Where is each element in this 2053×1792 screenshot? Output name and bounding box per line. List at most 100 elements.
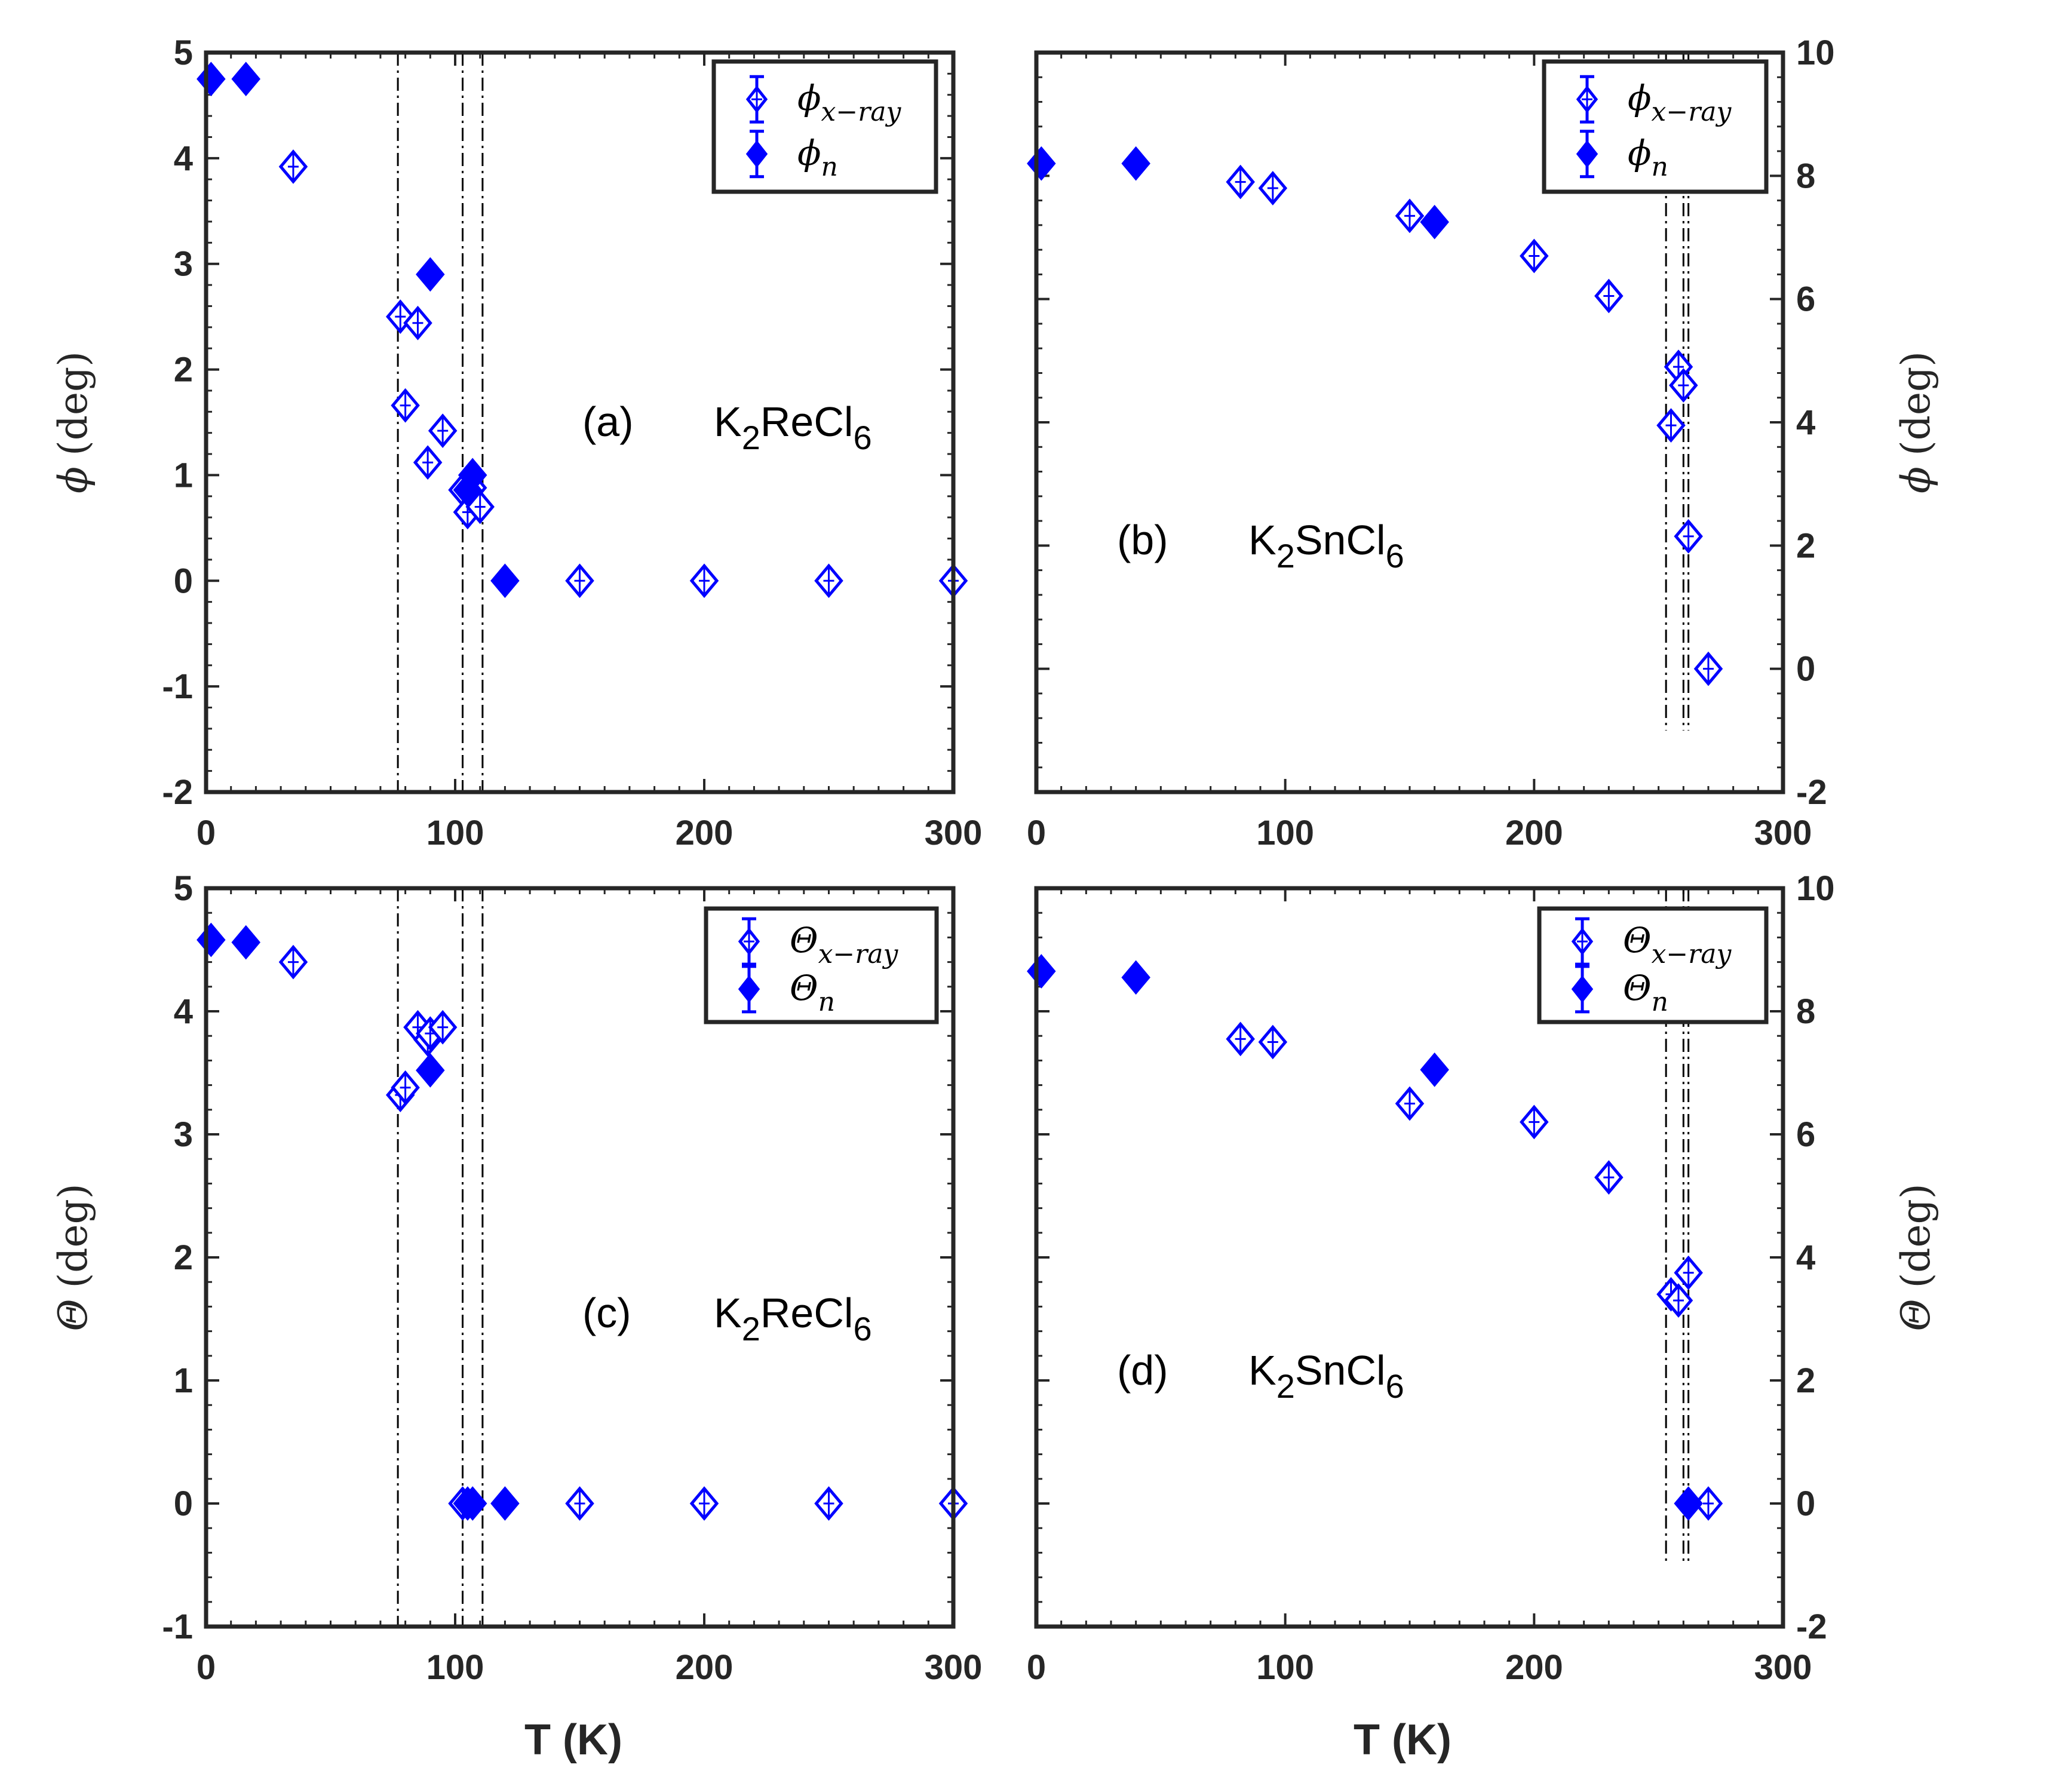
formula-subscript: 6 xyxy=(853,1310,871,1348)
data-point-filled xyxy=(197,62,226,97)
panel-label: (a) xyxy=(582,398,634,445)
y-tick-label: 2 xyxy=(174,1238,193,1277)
x-tick-label: 0 xyxy=(1027,1648,1046,1687)
panel-label: (c) xyxy=(582,1290,631,1336)
plot-frame xyxy=(1034,50,1785,794)
legend-entry: ϕn xyxy=(797,133,838,182)
y-tick-label: 6 xyxy=(1796,280,1815,319)
formula-part: SnCl xyxy=(1295,517,1386,563)
data-point-filled xyxy=(458,1486,487,1521)
y-tick-label: 2 xyxy=(1796,1361,1815,1400)
legend-box xyxy=(1537,906,1769,1024)
legend-marker xyxy=(745,140,768,168)
data-point-filled xyxy=(490,563,520,599)
y-tick-label: 2 xyxy=(174,351,193,389)
x-tick-label: 0 xyxy=(1027,814,1046,852)
legend-symbol: ϕ xyxy=(1628,133,1652,173)
legend-symbol: Θ xyxy=(1623,920,1652,961)
y-axis-unit: (deg) xyxy=(1893,1183,1939,1288)
compound-formula: K2SnCl6 xyxy=(1248,1347,1404,1405)
y-tick-label: 5 xyxy=(174,869,193,908)
data-point-filled xyxy=(1121,146,1150,181)
y-axis-symbol: Θ xyxy=(1893,1299,1939,1331)
y-axis-unit: (deg) xyxy=(50,1183,96,1288)
y-tick-label: 8 xyxy=(1796,157,1815,195)
y-tick-label: 4 xyxy=(1796,1238,1815,1277)
legend-entry: Θx−ray xyxy=(1623,920,1732,969)
x-tick-label: 100 xyxy=(1256,814,1314,852)
y-tick-label: -2 xyxy=(1796,773,1827,812)
legend-subscript: x−ray xyxy=(1652,97,1732,127)
formula-part: K xyxy=(714,398,742,445)
formula-subscript: 2 xyxy=(742,1310,760,1348)
data-point-filled xyxy=(1674,1486,1703,1521)
series-neutron xyxy=(197,62,520,599)
legend-subscript: n xyxy=(1652,152,1668,182)
legend-entry: Θn xyxy=(790,968,835,1017)
legend-entry: ϕx−ray xyxy=(797,78,901,127)
legend-box xyxy=(1542,59,1769,194)
legend-subscript: x−ray xyxy=(1652,939,1732,969)
data-point-filled xyxy=(490,1486,520,1521)
data-point-filled xyxy=(458,458,487,493)
formula-subscript: 6 xyxy=(853,419,871,456)
plot-frame xyxy=(204,50,956,794)
data-point-filled xyxy=(1027,146,1056,181)
data-point-filled xyxy=(1027,954,1056,989)
y-tick-label: 10 xyxy=(1796,869,1835,908)
y-axis-symbol: ϕ xyxy=(50,467,96,493)
y-tick-label: 0 xyxy=(174,1484,193,1523)
legend-subscript: x−ray xyxy=(821,97,902,127)
legend-symbol: Θ xyxy=(1623,968,1652,1008)
formula-part: ReCl xyxy=(760,1290,854,1336)
legend-marker xyxy=(738,975,760,1003)
x-tick-label: 200 xyxy=(676,814,734,852)
data-point-filled xyxy=(416,1053,445,1088)
y-tick-label: 4 xyxy=(174,139,193,178)
y-axis-label: ϕ (deg) xyxy=(1893,351,1939,493)
x-tick-label: 100 xyxy=(426,814,484,852)
series-xray xyxy=(278,149,968,599)
data-point-filled xyxy=(231,925,260,960)
panel-label: (d) xyxy=(1117,1347,1168,1394)
legend-symbol: ϕ xyxy=(1628,78,1652,118)
legend-entry: ϕn xyxy=(1628,133,1668,182)
series-neutron xyxy=(197,922,520,1521)
legend: ϕx−ray ϕn xyxy=(711,59,938,194)
y-tick-label: 5 xyxy=(174,33,193,72)
legend-symbol: Θ xyxy=(790,968,818,1008)
plot-frame xyxy=(204,886,956,1629)
x-tick-label: 300 xyxy=(925,814,983,852)
legend-entry: Θx−ray xyxy=(790,920,899,969)
legend-entry: ϕx−ray xyxy=(1628,78,1732,127)
y-tick-label: 1 xyxy=(174,1361,193,1400)
data-point-filled xyxy=(197,922,226,958)
x-tick-label: 300 xyxy=(1754,814,1812,852)
formula-part: K xyxy=(1248,1347,1276,1394)
formula-part: K xyxy=(1248,517,1276,563)
series-xray xyxy=(1226,164,1723,686)
plot-frame xyxy=(1034,886,1785,1629)
x-tick-label: 200 xyxy=(676,1648,734,1687)
legend-box xyxy=(711,59,938,194)
x-tick-label: 0 xyxy=(197,1648,216,1687)
y-axis-label: Θ (deg) xyxy=(1893,1183,1939,1331)
y-tick-label: 3 xyxy=(174,245,193,284)
series-xray xyxy=(278,944,968,1521)
data-point-filled xyxy=(416,257,445,292)
y-tick-label: 0 xyxy=(1796,650,1815,689)
series-neutron xyxy=(1027,954,1703,1521)
compound-formula: K2ReCl6 xyxy=(714,1290,872,1348)
formula-subscript: 2 xyxy=(1276,537,1295,575)
legend-marker xyxy=(1576,140,1598,168)
y-tick-label: 10 xyxy=(1796,33,1835,72)
x-tick-label: 100 xyxy=(1256,1648,1314,1687)
legend-subscript: n xyxy=(1652,987,1668,1017)
legend-subscript: n xyxy=(821,152,838,182)
formula-part: SnCl xyxy=(1295,1347,1386,1394)
data-point-filled xyxy=(1420,204,1449,240)
data-point-filled xyxy=(231,62,260,97)
x-axis-label-right: T (K) xyxy=(1354,1716,1451,1764)
